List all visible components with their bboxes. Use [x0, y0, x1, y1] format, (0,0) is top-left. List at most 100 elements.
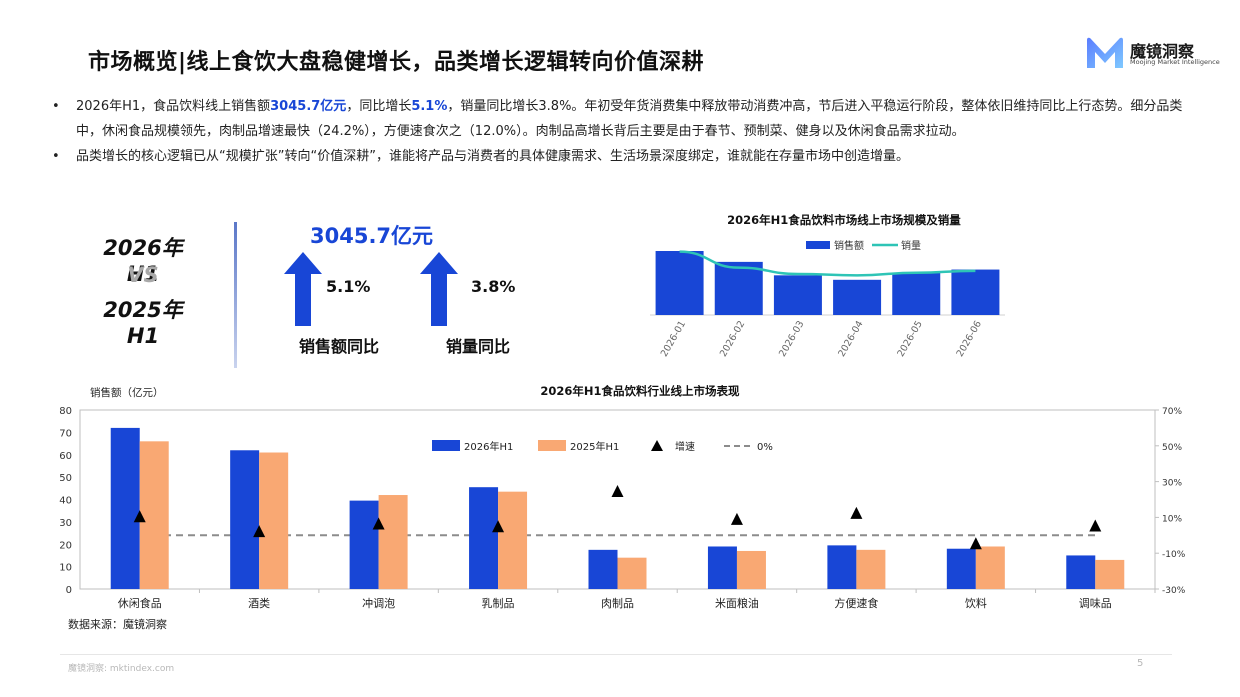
y-left-tick-label: 20	[59, 540, 72, 551]
chart-title: 2026年H1食品饮料行业线上市场表现	[540, 384, 740, 398]
y-left-tick-label: 0	[66, 585, 72, 596]
x-tick-label: 2026-05	[895, 319, 924, 359]
up-arrow-icon	[420, 252, 458, 326]
x-tick-label: 2026-06	[955, 319, 984, 359]
y-left-tick-label: 60	[59, 451, 72, 462]
kpi-divider	[234, 222, 237, 368]
bar-2026h1	[469, 487, 499, 589]
up-arrow-icon	[284, 252, 322, 326]
bar-sales	[655, 251, 704, 315]
chart-title: 2026年H1食品饮料市场线上市场规模及销量	[727, 213, 961, 227]
growth-marker	[611, 484, 624, 497]
bullet-2: 品类增长的核心逻辑已从“规模扩张”转向“价值深耕”，谁能将产品与消费者的具体健康…	[52, 144, 1192, 169]
y-left-tick-label: 30	[59, 518, 72, 529]
x-tick-label: 乳制品	[482, 597, 515, 610]
legend-label-zero: 0%	[757, 442, 773, 453]
bullet-1-text-b: ，同比增长	[346, 99, 412, 114]
legend-label-2025h1: 2025年H1	[570, 440, 619, 453]
y-right-tick-label: 30%	[1162, 479, 1182, 489]
compare-previous: 2025年H1	[103, 298, 183, 348]
x-tick-label: 休闲食品	[118, 596, 162, 610]
bar-2025h1	[1095, 559, 1125, 589]
growth-marker	[253, 525, 266, 538]
y-left-tick-label: 50	[59, 473, 72, 484]
bullet-1-text-c: ，销量同比增长3.8%。年初受年货消费集中释放带动消费冲高，节后进入平稳运行阶段…	[76, 99, 1183, 139]
bar-2025h1	[139, 441, 169, 589]
x-tick-label: 米面粮油	[715, 596, 759, 610]
growth-marker	[1089, 519, 1102, 532]
kpi-volume-label: 销量同比	[446, 337, 511, 356]
data-source: 数据来源：魔镜洞察	[68, 618, 167, 631]
bar-2026h1	[827, 545, 857, 589]
bar-2025h1	[378, 495, 408, 589]
bar-sales	[773, 275, 822, 315]
growth-marker	[969, 537, 982, 550]
legend-label-volume: 销量	[901, 239, 921, 252]
logo-name: 魔镜洞察	[1130, 42, 1195, 61]
y-right-tick-label: -30%	[1162, 586, 1186, 596]
series-line-volume	[679, 250, 976, 277]
kpi-volume-growth: 3.8%	[471, 277, 516, 296]
bar-sales	[951, 269, 1000, 315]
compare-vs: VS	[127, 263, 159, 287]
legend-label-2026h1: 2026年H1	[464, 440, 513, 453]
bar-2025h1	[498, 491, 528, 589]
x-tick-label: 2026-02	[718, 319, 747, 359]
plot-frame	[79, 409, 1156, 590]
growth-marker	[492, 520, 505, 533]
bar-sales	[714, 261, 763, 315]
growth-marker	[133, 510, 146, 523]
x-tick-label: 饮料	[965, 596, 987, 610]
kpi-sales-growth: 5.1%	[326, 277, 371, 296]
bullet-1-text-a: 2026年H1，食品饮料线上销售额	[76, 99, 271, 114]
compare-current: 2026年H1	[103, 236, 183, 286]
legend-swatch-sales	[806, 241, 830, 249]
bullet-1: 2026年H1，食品饮料线上销售额3045.7亿元，同比增长5.1%，销量同比增…	[52, 94, 1192, 144]
x-tick-label: 冲调泡	[362, 596, 395, 610]
brand-logo: 魔镜洞察 Moojing Market Intelligence	[1084, 36, 1224, 70]
x-tick-label: 肉制品	[601, 597, 634, 610]
bar-2026h1	[110, 427, 140, 589]
bar-2025h1	[736, 550, 766, 589]
y-left-tick-label: 80	[59, 406, 72, 417]
y-left-tick-label: 40	[59, 496, 72, 507]
legend-swatch-growth	[651, 440, 663, 451]
kpi-sales-label: 销售额同比	[299, 337, 380, 356]
y-left-tick-label: 70	[59, 428, 72, 439]
bullet-1-highlight-growth: 5.1%	[411, 99, 448, 114]
y-right-tick-label: 10%	[1162, 514, 1182, 524]
bar-sales	[892, 272, 941, 315]
bar-2025h1	[856, 549, 886, 589]
x-tick-label: 2026-04	[836, 319, 865, 359]
x-tick-label: 2026-01	[659, 319, 688, 359]
page-number: 5	[1137, 658, 1144, 669]
y-axis-title: 销售额（亿元）	[90, 386, 164, 399]
growth-marker	[730, 512, 743, 525]
legend-swatch-2025h1	[538, 440, 566, 451]
x-tick-label: 方便速食	[834, 596, 878, 610]
y-right-tick-label: 70%	[1162, 407, 1182, 417]
bar-2025h1	[259, 452, 289, 589]
footer-text: 魔镜洞察: mktindex.com	[68, 664, 175, 674]
kpi-total-sales: 3045.7亿元	[310, 224, 434, 248]
x-tick-label: 调味品	[1079, 597, 1112, 610]
bar-2026h1	[946, 548, 976, 589]
y-right-tick-label: -10%	[1162, 550, 1186, 560]
bar-2025h1	[617, 557, 647, 589]
growth-marker	[850, 506, 863, 519]
bar-2026h1	[707, 546, 737, 589]
bar-2026h1	[1066, 555, 1096, 589]
logo-m-icon	[1087, 37, 1123, 68]
footer-divider	[60, 654, 1172, 655]
x-tick-label: 酒类	[248, 596, 270, 610]
growth-marker	[372, 517, 385, 530]
legend-swatch-2026h1	[432, 440, 460, 451]
logo-subtitle: Moojing Market Intelligence	[1130, 58, 1220, 66]
bar-2026h1	[349, 500, 379, 589]
legend-label-growth: 增速	[675, 440, 695, 453]
legend-label-sales: 销售额	[834, 239, 864, 252]
bullet-1-highlight-total: 3045.7亿元	[270, 99, 347, 114]
y-left-tick-label: 10	[59, 563, 72, 574]
bar-2026h1	[588, 549, 618, 589]
bar-sales	[833, 279, 882, 315]
